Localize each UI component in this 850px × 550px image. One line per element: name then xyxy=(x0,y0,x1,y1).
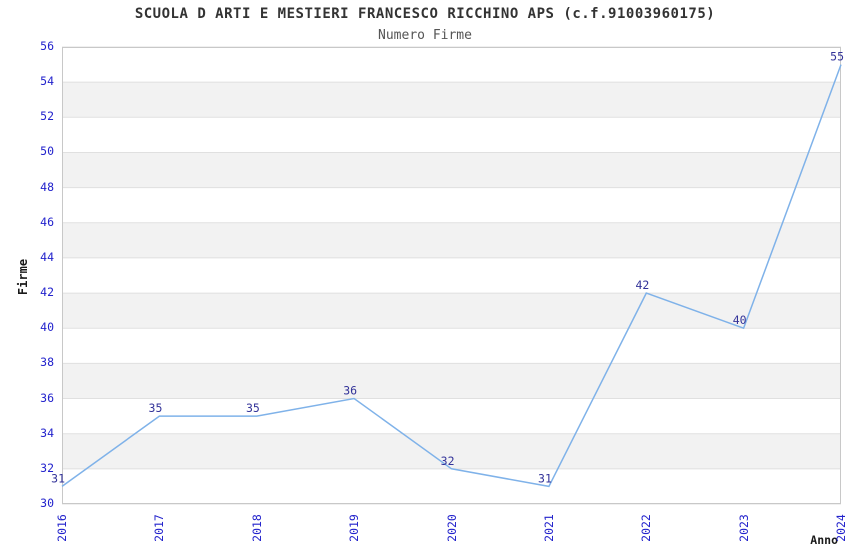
plot-area: 31 35 35 36 32 31 42 40 55 xyxy=(51,46,844,505)
chart-title: SCUOLA D ARTI E MESTIERI FRANCESCO RICCH… xyxy=(134,6,716,22)
grid-band xyxy=(62,293,841,329)
x-tick-label: 2024 xyxy=(834,514,848,542)
x-tick-label: 2021 xyxy=(541,514,556,542)
y-tick-label: 38 xyxy=(40,355,54,370)
y-tick-label: 56 xyxy=(40,39,54,53)
y-tick-label: 36 xyxy=(40,390,54,405)
grid-band xyxy=(62,433,841,469)
series-line xyxy=(61,64,842,488)
y-tick-label: 32 xyxy=(40,460,54,475)
data-point-label: 40 xyxy=(733,313,747,327)
data-point-label: 35 xyxy=(246,401,260,415)
x-tick-label: 2016 xyxy=(55,514,69,542)
data-point-label: 35 xyxy=(149,401,163,415)
y-tick-label: 46 xyxy=(40,214,54,229)
grid-band xyxy=(62,222,841,258)
plot-border xyxy=(62,47,841,504)
grid-band xyxy=(62,152,841,188)
data-point-label: 42 xyxy=(635,278,649,292)
data-point-label: 55 xyxy=(830,50,844,64)
x-tick-label: 2019 xyxy=(347,514,362,542)
x-axis-title: Anno xyxy=(810,533,838,547)
grid-band xyxy=(62,82,841,118)
x-tick-label: 2022 xyxy=(639,514,654,542)
y-tick-label: 30 xyxy=(40,496,54,510)
data-point-label: 36 xyxy=(343,384,357,398)
x-tick-label: 2023 xyxy=(736,514,751,542)
x-tick-label: 2018 xyxy=(249,514,264,542)
y-tick-label: 34 xyxy=(40,425,54,440)
chart-subtitle: Numero Firme xyxy=(378,28,472,43)
x-tick-label: 2017 xyxy=(152,514,167,542)
data-point-label: 32 xyxy=(441,454,455,468)
y-tick-label: 42 xyxy=(40,285,54,300)
y-tick-label: 48 xyxy=(40,179,54,194)
data-point-label: 31 xyxy=(538,471,552,485)
y-tick-label: 52 xyxy=(40,109,54,124)
y-tick-label: 40 xyxy=(40,320,54,335)
data-point-label: 31 xyxy=(51,471,65,485)
y-tick-label: 44 xyxy=(40,249,54,264)
x-tick-label: 2020 xyxy=(444,514,459,542)
y-tick-label: 50 xyxy=(40,144,54,159)
y-tick-label: 54 xyxy=(40,74,54,89)
grid-band xyxy=(62,363,841,399)
